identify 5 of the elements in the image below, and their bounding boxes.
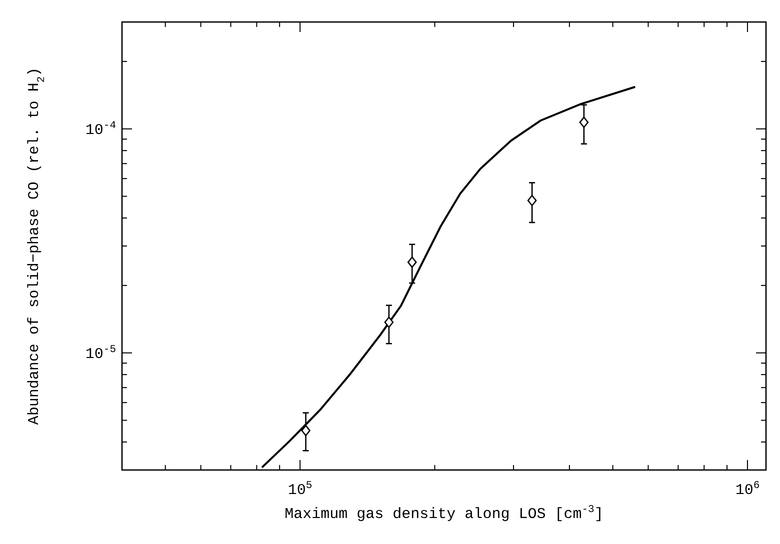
y-tick-label: 10$^{-4}$ [85,120,116,139]
x-tick-label: 10$^{5}$ [288,480,312,499]
x-tick-label: 10$^{6}$ [735,480,760,499]
x-axis-title: Maximum gas density along LOS [cm$^{-3}$] [284,504,604,523]
y-tick-label: 10$^{-5}$ [85,344,116,363]
